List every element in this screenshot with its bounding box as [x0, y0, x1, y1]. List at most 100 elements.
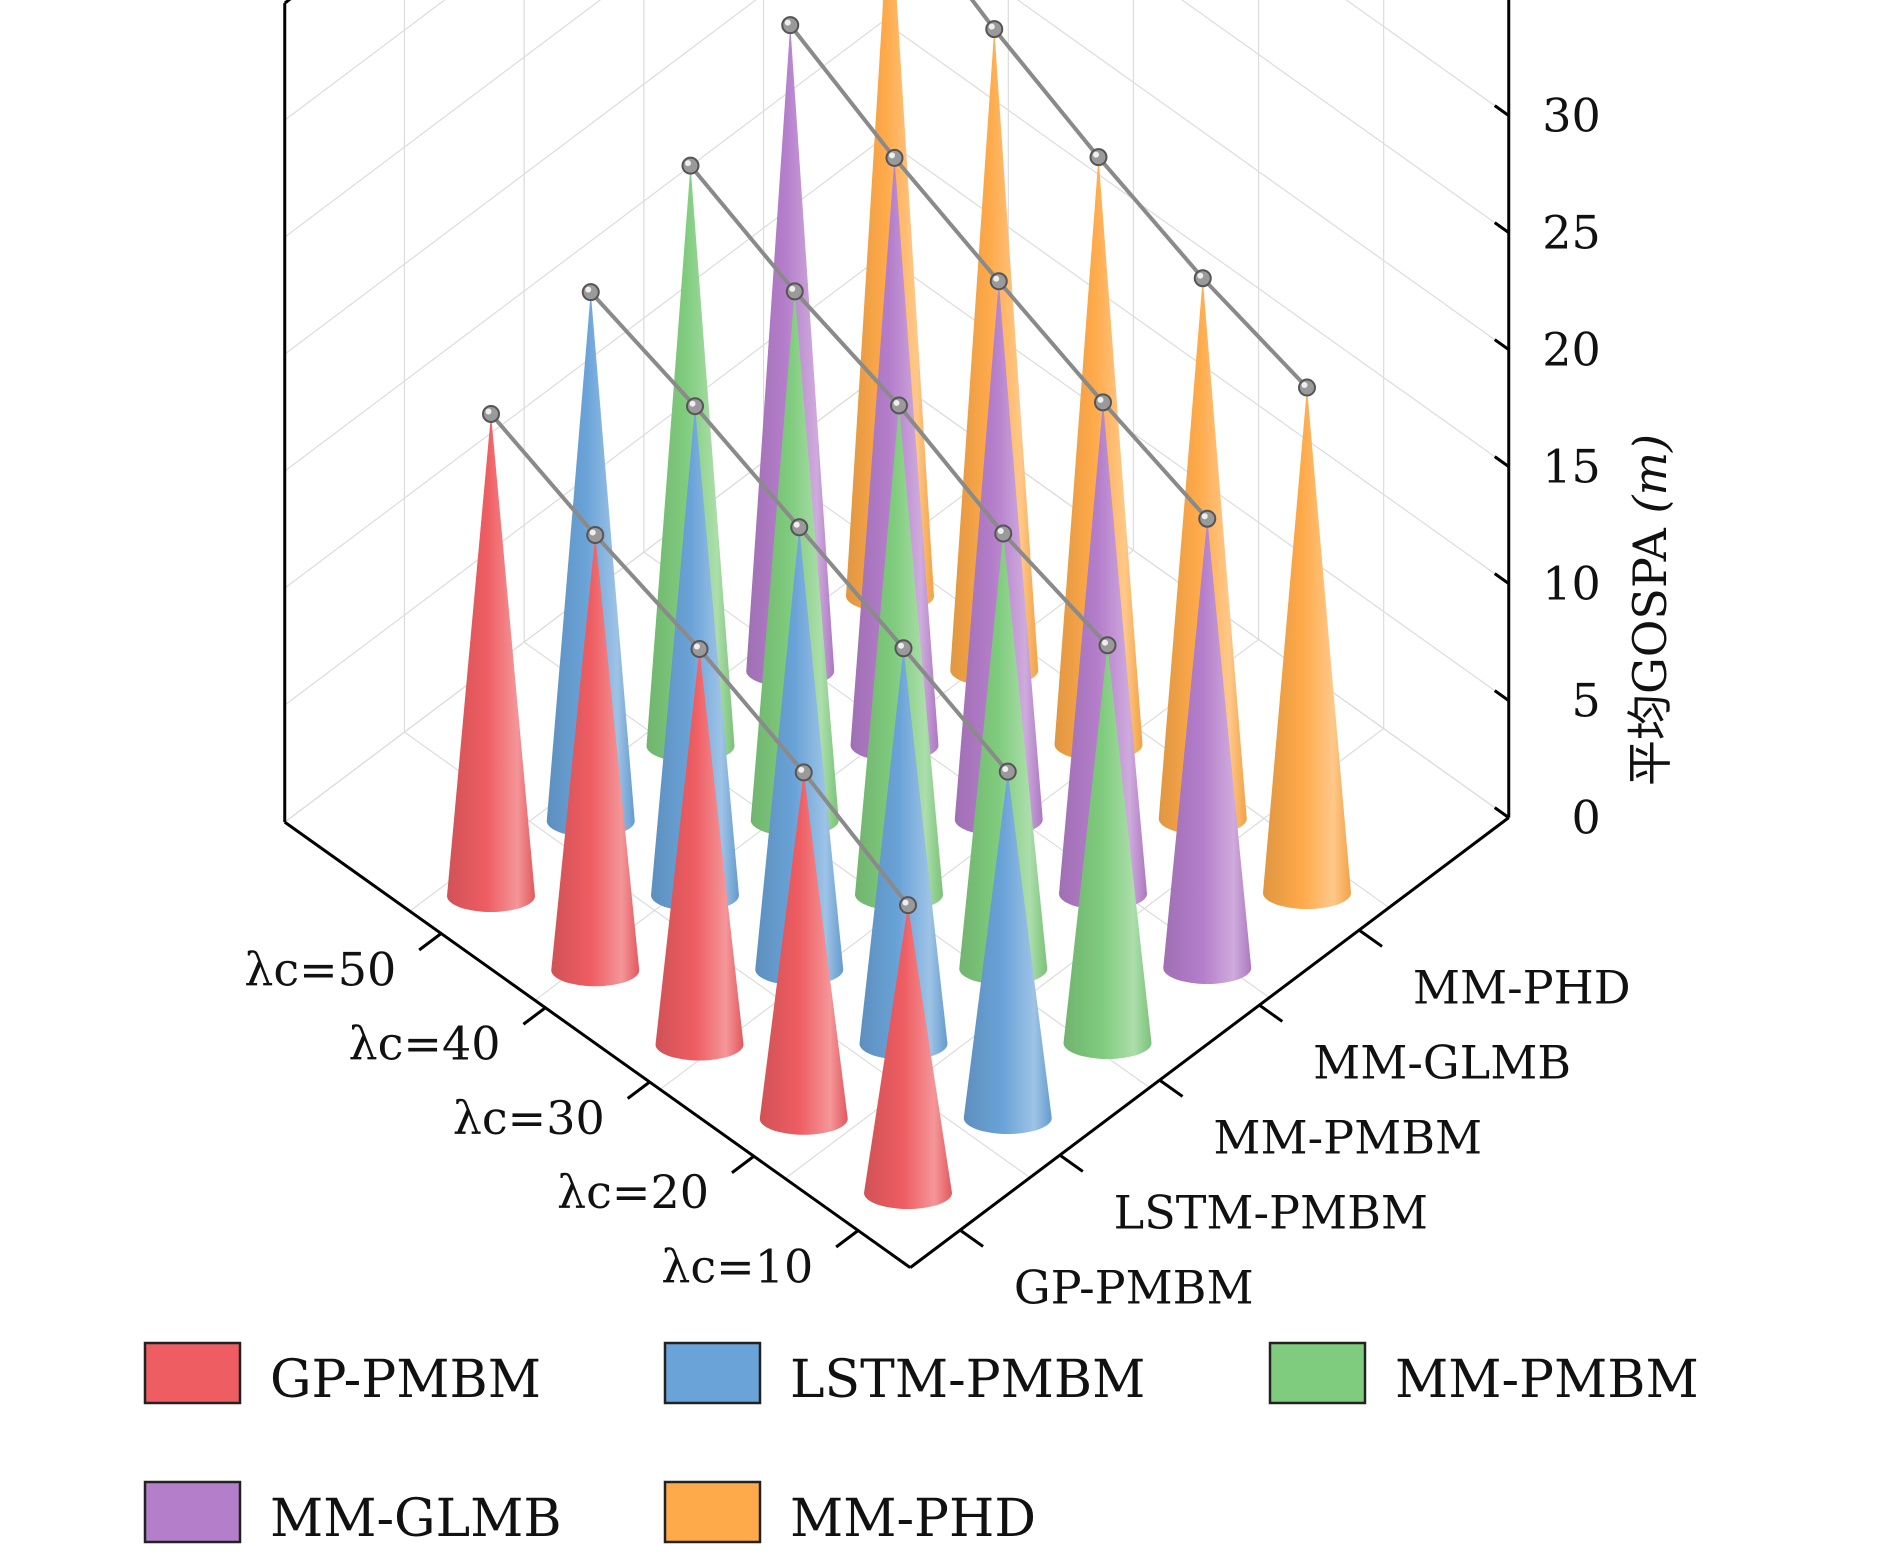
legend-label: LSTM-PMBM	[790, 1350, 1145, 1410]
data-marker	[690, 640, 709, 659]
data-marker	[890, 396, 908, 415]
legend-label: GP-PMBM	[270, 1350, 541, 1410]
x-tick	[626, 1080, 651, 1100]
legend-swatch	[663, 1341, 762, 1405]
data-marker-highlight	[1002, 766, 1009, 773]
floor-grid-line	[643, 551, 1270, 999]
cone-bar	[1158, 278, 1247, 835]
cone-body	[546, 292, 635, 837]
cone-body	[1163, 518, 1252, 984]
z-axis-title: 平均GOSPA (m)	[1623, 434, 1677, 786]
cone-body	[1158, 278, 1247, 835]
wall-grid-line	[284, 0, 1510, 355]
cone-body	[954, 281, 1043, 836]
data-marker	[994, 524, 1013, 543]
z-tick-label: 25	[1542, 206, 1601, 260]
data-marker	[1198, 509, 1217, 528]
cone-bar	[447, 413, 535, 912]
cone-body	[651, 406, 739, 912]
data-marker-highlight	[889, 152, 895, 159]
data-marker-highlight	[585, 286, 592, 293]
data-marker-highlight	[689, 400, 696, 407]
cone-bar	[855, 405, 943, 911]
data-marker-highlight	[685, 160, 691, 167]
z-tick-label: 10	[1542, 557, 1601, 611]
legend-label: MM-PMBM	[1395, 1350, 1699, 1410]
floor-grid-line	[523, 641, 1150, 1089]
y-tick	[1258, 1003, 1284, 1023]
x-tick	[731, 1155, 755, 1174]
cone-body	[959, 533, 1048, 985]
legend-swatch	[663, 1480, 762, 1544]
z-tick	[1493, 221, 1510, 234]
axes-frame	[283, 0, 1511, 1269]
x-tick	[418, 932, 443, 952]
legend-item: MM-PMBM	[1268, 1341, 1699, 1410]
y-tick	[959, 1228, 984, 1248]
cone-body	[1063, 645, 1152, 1059]
cone-bar	[1059, 402, 1147, 910]
data-marker-highlight	[485, 408, 492, 415]
data-marker-highlight	[1201, 513, 1208, 520]
x-tick-label: λc=30	[453, 1091, 605, 1145]
data-marker-highlight	[902, 899, 909, 906]
cone-bar	[755, 527, 844, 986]
data-marker-highlight	[997, 528, 1004, 535]
cone-body	[655, 649, 744, 1061]
x-tick-label: λc=20	[557, 1165, 709, 1219]
cone-bar	[759, 772, 848, 1135]
x-tick	[522, 1006, 547, 1026]
data-marker	[998, 762, 1017, 781]
cone-body	[963, 771, 1052, 1134]
data-marker-highlight	[993, 275, 1000, 282]
cone-bar	[551, 535, 640, 987]
axis-frame-edge	[283, 820, 912, 1269]
data-marker	[482, 404, 500, 423]
floor-grid-line	[659, 638, 1259, 1090]
data-marker-highlight	[1097, 396, 1104, 403]
data-marker	[586, 526, 605, 545]
cone-body	[447, 413, 535, 912]
legend-label: MM-GLMB	[270, 1489, 562, 1549]
legend-item: MM-PHD	[663, 1480, 1036, 1549]
data-marker-highlight	[1301, 382, 1308, 389]
data-marker-highlight	[893, 399, 900, 406]
x-tick-label: λc=10	[661, 1239, 813, 1293]
y-tick-label: LSTM-PMBM	[1114, 1185, 1428, 1239]
legend-item: GP-PMBM	[143, 1341, 541, 1410]
z-tick	[1493, 104, 1510, 117]
axis-frame-edge	[909, 816, 1510, 1269]
data-marker	[790, 518, 809, 537]
cone-body	[855, 405, 943, 911]
data-marker-highlight	[694, 643, 700, 650]
data-marker-highlight	[1197, 272, 1204, 279]
cone-body	[1263, 387, 1351, 909]
cone-body	[1059, 402, 1147, 910]
data-marker	[794, 763, 813, 782]
cone-bar	[651, 406, 739, 912]
y-tick	[1358, 928, 1383, 948]
legend: GP-PMBM LSTM-PMBM MM-PMBM MM-GLMB MM-PHD	[143, 1341, 1699, 1549]
legend-label: MM-PHD	[790, 1489, 1036, 1549]
cone-body	[859, 648, 948, 1060]
legend-swatch	[1268, 1341, 1367, 1405]
legend-swatch	[143, 1480, 242, 1544]
legend-item: MM-GLMB	[143, 1480, 562, 1549]
y-tick-label: MM-PHD	[1413, 960, 1631, 1014]
data-marker	[885, 148, 904, 167]
legend-item: LSTM-PMBM	[663, 1341, 1145, 1410]
wall-grid-line	[284, 0, 1510, 238]
trend-lines	[482, 0, 1316, 915]
data-marker	[1098, 636, 1117, 655]
axis-frame-edge	[283, 0, 292, 5]
cone-bar	[655, 649, 744, 1061]
x-tick	[835, 1229, 860, 1249]
z-tick-label: 15	[1542, 440, 1601, 494]
z-tick-label: 30	[1542, 89, 1601, 143]
data-marker-highlight	[1093, 151, 1099, 158]
cone-body	[755, 527, 844, 986]
cone-bar	[864, 905, 952, 1209]
z-tick-label: 20	[1542, 323, 1601, 377]
